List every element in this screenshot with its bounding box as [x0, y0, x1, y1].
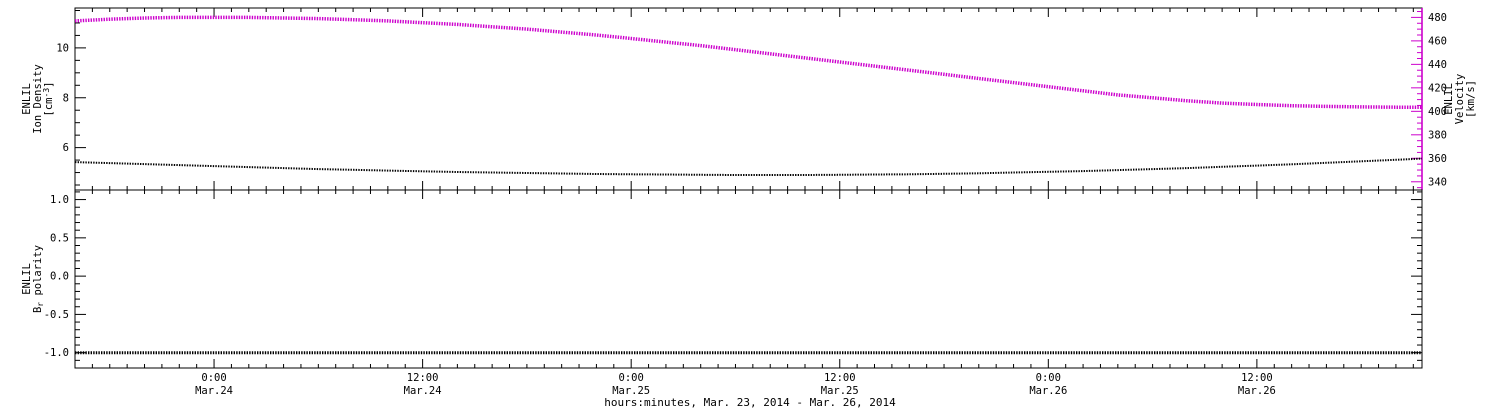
y-tick-label: 360	[1428, 153, 1447, 165]
y-tick-label: 10	[56, 42, 69, 54]
y-tick-label: 380	[1428, 129, 1447, 141]
left-axis-title-density-velocity: Ion Density	[32, 64, 44, 134]
y-tick-label: 340	[1428, 176, 1447, 188]
x-tick-date: Mar.24	[404, 385, 442, 397]
left-axis-title-br-polarity: ENLIL	[21, 263, 33, 295]
y-tick-label: 460	[1428, 35, 1447, 47]
right-axis-title-density-velocity: [km/s]	[1465, 80, 1477, 118]
right-axis-title-density-velocity: ENLIL	[1443, 83, 1455, 115]
series-velocity	[74, 15, 1423, 110]
x-tick-time: 0:00	[1036, 372, 1061, 384]
y-tick-label: 1.0	[50, 194, 69, 206]
y-tick-label: 0.0	[50, 271, 69, 283]
y-tick-label: 8	[63, 92, 69, 104]
y-tick-label: 0.5	[50, 232, 69, 244]
x-tick-date: Mar.26	[1238, 385, 1276, 397]
y-tick-label: 400	[1428, 106, 1447, 118]
x-tick-time: 12:00	[1241, 372, 1273, 384]
x-tick-date: Mar.24	[195, 385, 233, 397]
y-tick-label: 440	[1428, 59, 1447, 71]
panel-frame-br-polarity	[74, 189, 1423, 369]
x-tick-time: 12:00	[407, 372, 439, 384]
y-tick-label: 480	[1428, 12, 1447, 24]
x-tick-time: 0:00	[201, 372, 226, 384]
x-tick-time: 0:00	[619, 372, 644, 384]
y-tick-label: 6	[63, 142, 69, 154]
left-axis-title-density-velocity: [cm-3]	[42, 82, 55, 117]
y-tick-label: 420	[1428, 82, 1447, 94]
panel-frame-density-velocity	[74, 7, 1423, 191]
left-axis-title-br-polarity: Br polarity	[32, 245, 45, 313]
x-tick-time: 12:00	[824, 372, 856, 384]
left-axis-title-density-velocity: ENLIL	[21, 83, 33, 115]
series-ion-density	[74, 157, 1423, 176]
x-axis-title: hours:minutes, Mar. 23, 2014 - Mar. 26, …	[604, 396, 896, 409]
y-tick-label: -0.5	[44, 309, 69, 321]
x-tick-date: Mar.25	[612, 385, 650, 397]
right-axis-title-density-velocity: Velocity	[1454, 74, 1466, 125]
y-tick-label: -1.0	[44, 347, 69, 359]
x-tick-date: Mar.25	[821, 385, 859, 397]
x-tick-date: Mar.26	[1029, 385, 1067, 397]
